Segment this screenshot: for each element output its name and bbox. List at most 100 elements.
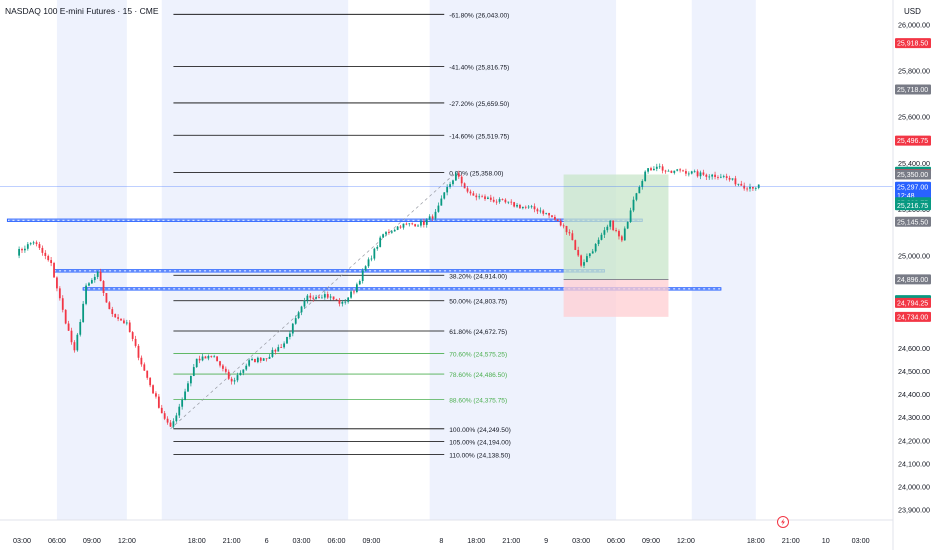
candle-body <box>498 199 501 202</box>
candle <box>577 246 580 257</box>
price-badge-bg <box>895 216 931 227</box>
candle <box>256 356 259 364</box>
currency-label[interactable]: USD <box>904 7 921 16</box>
price-badge-label: 25,350.00 <box>897 172 928 179</box>
candle-body <box>588 253 591 257</box>
candle-body <box>300 306 303 313</box>
price-tick-label: 24,500.00 <box>898 367 930 376</box>
candle-body <box>670 170 673 173</box>
price-badge: 25,718.00 <box>895 84 931 95</box>
candle-body <box>728 177 731 180</box>
candle-body <box>114 314 117 318</box>
candle-body <box>70 330 73 343</box>
candle <box>571 230 574 241</box>
price-badge-bg <box>895 274 931 285</box>
candle-body <box>664 170 667 172</box>
candle-body <box>632 199 635 211</box>
candle <box>653 166 655 171</box>
fib-level-label: 78.60% (24,486.50) <box>449 372 507 379</box>
price-tick-label: 26,000.00 <box>898 20 930 29</box>
candle-body <box>609 220 612 227</box>
price-tick-label: 24,400.00 <box>898 390 930 399</box>
candle-body <box>303 300 306 307</box>
candle-body <box>574 240 577 250</box>
candle-body <box>693 171 696 173</box>
candle-body <box>393 229 396 232</box>
fibonacci-retracement[interactable]: -61.80% (26,043.00) -41.40% (25,816.75) -2… <box>170 12 511 459</box>
candle <box>125 319 128 326</box>
candle <box>76 332 79 352</box>
candle <box>358 279 361 286</box>
lightning-icon[interactable] <box>777 516 789 528</box>
candle <box>114 313 117 318</box>
candle <box>530 204 533 209</box>
time-tick-label: 09:00 <box>362 536 380 545</box>
candle <box>682 169 684 172</box>
candle <box>175 412 178 423</box>
candle-body <box>230 378 233 382</box>
candle <box>280 343 283 348</box>
price-tick-label: 24,200.00 <box>898 436 930 445</box>
candle <box>620 234 623 243</box>
candle <box>521 206 524 210</box>
candle-body <box>417 225 419 227</box>
candle-body <box>99 271 102 282</box>
candle <box>99 268 102 282</box>
fib-level-label: 110.00% (24,138.50) <box>449 452 510 459</box>
candle-body <box>259 357 262 361</box>
candle <box>667 169 670 172</box>
candle <box>661 164 664 174</box>
candle-body <box>204 356 207 359</box>
candle-body <box>708 176 711 178</box>
candle-body <box>361 270 364 282</box>
candle-body <box>192 367 195 376</box>
candle <box>516 202 518 208</box>
price-badge: 25,496.75 <box>895 135 931 146</box>
candle-body <box>719 176 722 178</box>
candle <box>417 224 419 227</box>
candle <box>70 327 73 345</box>
candle-body <box>309 295 312 298</box>
candle-body <box>396 226 399 230</box>
candle <box>618 229 620 240</box>
candle-body <box>385 232 387 235</box>
chart-title: NASDAQ 100 E-mini Futures · 15 · CME <box>5 6 159 16</box>
price-tick-label: 25,800.00 <box>898 66 930 75</box>
candle-body <box>591 251 594 254</box>
time-axis[interactable]: 03:00 06:00 09:00 12:00 18:00 21:00 6 03:00 06:0… <box>0 519 893 545</box>
candle <box>551 215 553 218</box>
candle-body <box>388 232 390 233</box>
candle <box>318 294 320 299</box>
candle <box>414 223 417 227</box>
candle <box>562 223 565 229</box>
candle <box>283 341 285 349</box>
candle <box>469 189 472 196</box>
candle-body <box>125 322 128 324</box>
candle-body <box>559 220 562 226</box>
candle-body <box>434 211 437 219</box>
candle <box>635 192 638 202</box>
price-badge-bg <box>895 169 931 180</box>
candle-body <box>731 178 734 180</box>
candle-body <box>233 380 236 382</box>
candle <box>35 240 38 247</box>
candle <box>96 270 99 280</box>
candle <box>149 377 152 388</box>
candle <box>251 357 253 361</box>
long-position-tool[interactable] <box>563 174 669 317</box>
candle <box>513 201 516 208</box>
candle-body <box>612 220 615 231</box>
candle-body <box>376 246 379 249</box>
candle-body <box>521 206 524 209</box>
candle-body <box>539 210 542 212</box>
candle-body <box>312 297 315 299</box>
candle <box>734 175 737 187</box>
candle-body <box>102 281 105 294</box>
candle <box>568 229 571 236</box>
time-tick-label: 8 <box>439 536 443 545</box>
candle <box>274 348 277 355</box>
candle-body <box>201 356 204 361</box>
candle-body <box>653 168 655 171</box>
candle-body <box>315 297 318 299</box>
